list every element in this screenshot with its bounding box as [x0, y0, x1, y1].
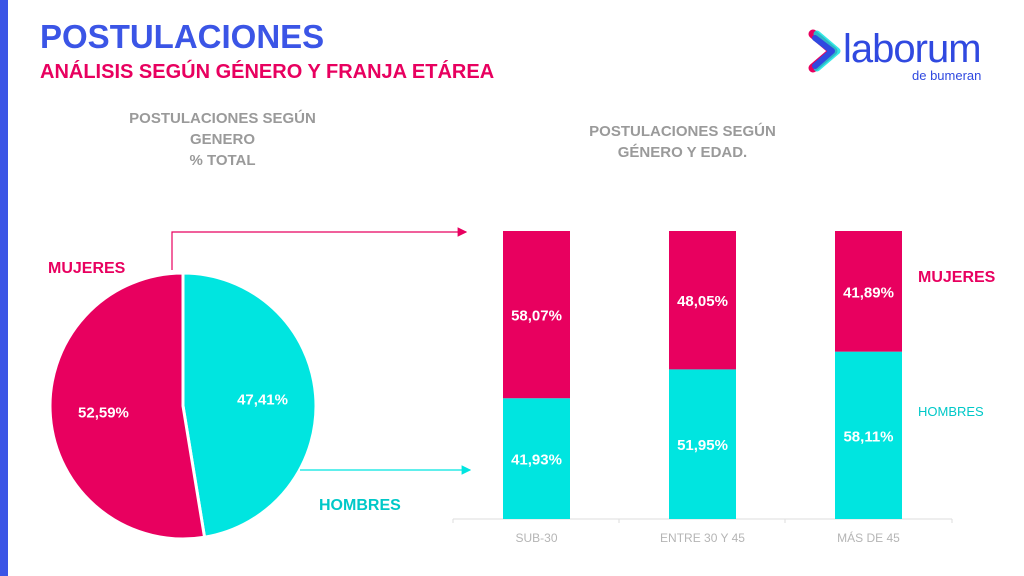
logo-tagline: de bumeran	[912, 68, 982, 83]
x-tick-label: ENTRE 30 Y 45	[660, 531, 745, 545]
logo-wordmark: laborum	[843, 27, 982, 71]
bar-data-label: 58,11%	[843, 428, 893, 445]
bar-legend-mujeres: MUJERES	[918, 269, 996, 286]
page-subtitle: ANÁLISIS SEGÚN GÉNERO Y FRANJA ETÁREA	[40, 61, 495, 83]
bar-title-line: POSTULACIONES SEGÚN	[589, 123, 776, 140]
pie-slice-mujeres	[48, 271, 207, 541]
bar-data-label: 41,93%	[511, 452, 562, 469]
pie-title-line: % TOTAL	[189, 152, 256, 169]
pie-title-line: POSTULACIONES SEGÚN	[129, 110, 316, 127]
bar-mujeres	[835, 231, 902, 352]
bar-hombres	[835, 351, 902, 519]
bar-mujeres	[669, 231, 736, 370]
laborum-logo-icon	[808, 29, 841, 73]
mujeres-arrow	[171, 227, 468, 270]
bar-mujeres	[503, 231, 570, 399]
bar-data-label: 48,05%	[677, 293, 728, 310]
x-tick-label: MÁS DE 45	[837, 530, 900, 545]
bar-hombres	[503, 398, 570, 519]
x-tick-label: SUB-30	[515, 531, 557, 545]
bar-legend-hombres: HOMBRES	[918, 404, 984, 419]
pie-legend-mujeres: MUJERES	[48, 260, 126, 277]
pie-title-line: GENERO	[189, 131, 255, 148]
pie-chart: 47,41% 52,59%	[48, 271, 318, 541]
pie-label-hombres: 47,41%	[237, 392, 288, 409]
pie-legend-hombres: HOMBRES	[319, 497, 401, 514]
bar-chart-title: POSTULACIONES SEGÚN GÉNERO Y EDAD.	[560, 121, 805, 163]
pie-label-mujeres: 52,59%	[78, 404, 129, 421]
bar-data-label: 51,95%	[677, 437, 728, 454]
bar-data-label: 58,07%	[511, 308, 562, 325]
pie-slice-hombres	[181, 271, 318, 539]
pie-chart-title: POSTULACIONES SEGÚN GENERO % TOTAL	[100, 108, 345, 171]
bar-chart: 41,93% 58,07% SUB-30 51,95% 48,05% ENTRE 30 Y…	[452, 231, 953, 545]
page-title: POSTULACIONES	[40, 18, 325, 55]
bar-title-line: GÉNERO Y EDAD.	[617, 144, 748, 161]
bar-hombres	[669, 369, 736, 519]
bar-data-label: 41,89%	[843, 284, 894, 301]
accent-bar	[0, 0, 8, 576]
